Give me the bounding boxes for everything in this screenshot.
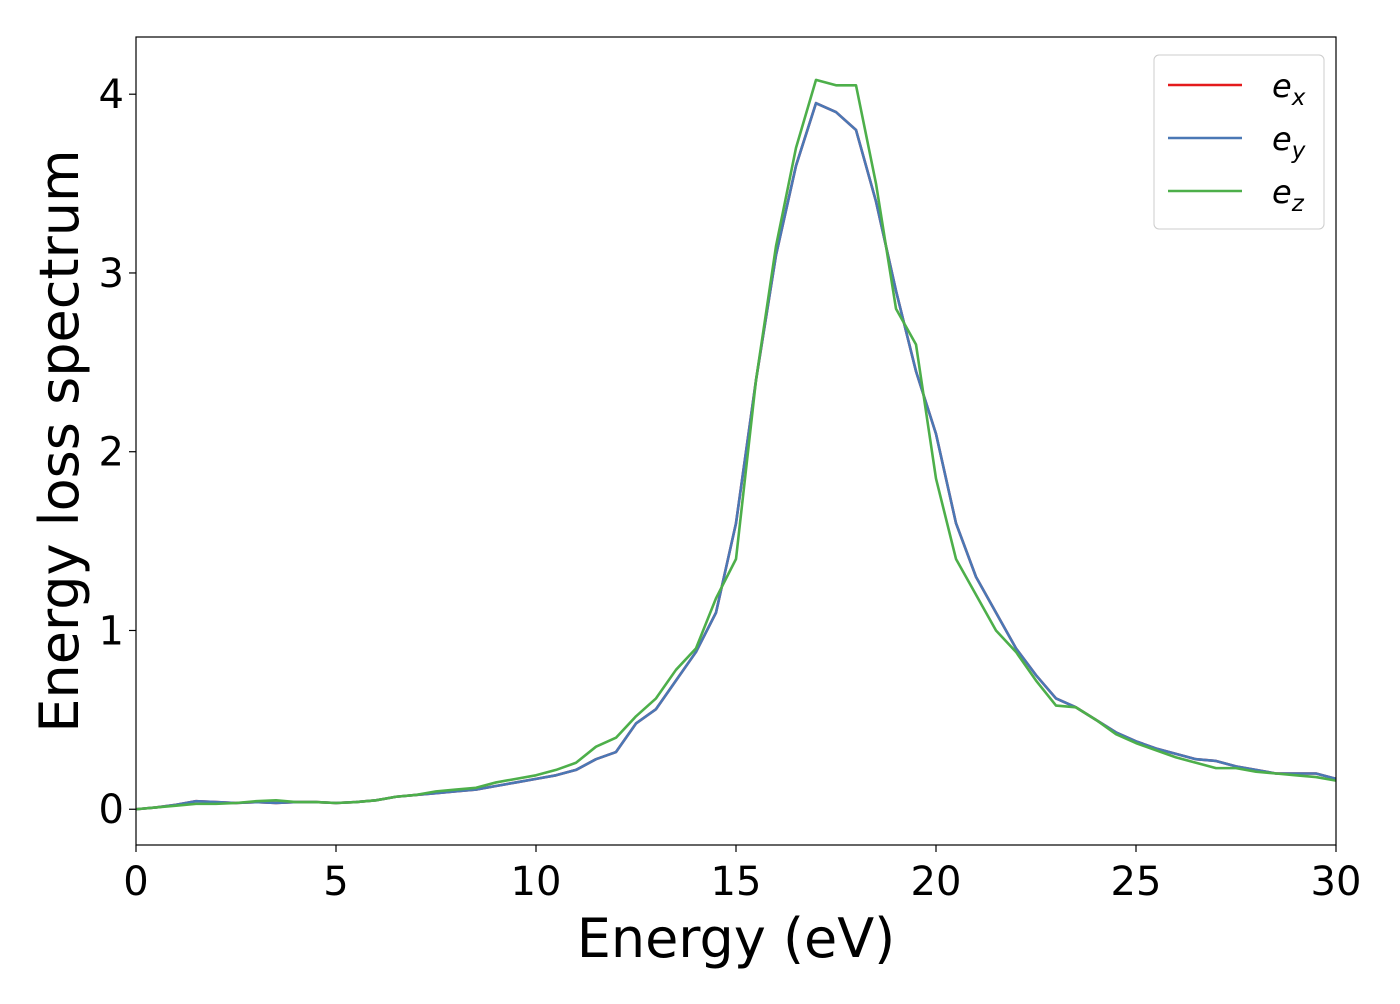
x-tick-label: 30 xyxy=(1311,859,1362,905)
x-tick-label: 20 xyxy=(911,859,962,905)
x-tick-label: 0 xyxy=(123,859,148,905)
y-tick-label: 0 xyxy=(99,787,124,833)
legend-label: ez xyxy=(1272,173,1305,217)
plot-frame xyxy=(135,36,1337,846)
x-tick-label: 5 xyxy=(323,859,348,905)
legend-label: ey xyxy=(1272,120,1306,164)
legend-label: ex xyxy=(1272,67,1306,111)
y-tick-label: 1 xyxy=(99,608,124,654)
x-axis-label: Energy (eV) xyxy=(577,907,896,970)
y-tick-label: 4 xyxy=(99,72,124,118)
y-axis-label: Energy loss spectrum xyxy=(28,149,91,732)
series-line xyxy=(136,78,1336,811)
x-tick-label: 25 xyxy=(1111,859,1162,905)
x-tick-label: 15 xyxy=(711,859,762,905)
legend-box xyxy=(1153,54,1325,230)
x-tick-label: 10 xyxy=(511,859,562,905)
y-tick-label: 3 xyxy=(99,251,124,297)
y-tick-label: 2 xyxy=(99,430,124,476)
